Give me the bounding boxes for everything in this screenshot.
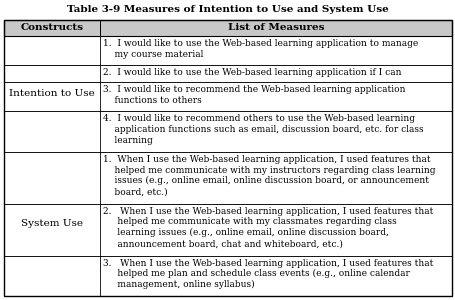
Text: 2.  I would like to use the Web-based learning application if I can: 2. I would like to use the Web-based lea… [103, 68, 401, 77]
Bar [4, 152, 451, 204]
Text: Intention to Use: Intention to Use [9, 89, 95, 98]
Text: Constructs: Constructs [20, 23, 83, 32]
Text: 3.  I would like to recommend the Web-based learning application
    functions t: 3. I would like to recommend the Web-bas… [103, 85, 405, 105]
Bar [4, 204, 451, 256]
Text: 1.  I would like to use the Web-based learning application to manage
    my cour: 1. I would like to use the Web-based lea… [103, 39, 418, 59]
Bar [4, 36, 451, 65]
Text: List of Measures: List of Measures [228, 23, 324, 32]
Bar [4, 256, 451, 296]
Bar [4, 111, 451, 152]
Text: 2.   When I use the Web-based learning application, I used features that
     he: 2. When I use the Web-based learning app… [103, 207, 433, 248]
Text: Table 3-9 Measures of Intention to Use and System Use: Table 3-9 Measures of Intention to Use a… [67, 4, 388, 14]
Bar [4, 20, 451, 36]
Text: 1.  When I use the Web-based learning application, I used features that
    help: 1. When I use the Web-based learning app… [103, 155, 435, 196]
Bar [4, 65, 451, 82]
Text: 4.  I would like to recommend others to use the Web-based learning
    applicati: 4. I would like to recommend others to u… [103, 114, 423, 145]
Bar [4, 82, 451, 111]
Text: System Use: System Use [21, 219, 83, 228]
Text: 3.   When I use the Web-based learning application, I used features that
     he: 3. When I use the Web-based learning app… [103, 259, 433, 290]
